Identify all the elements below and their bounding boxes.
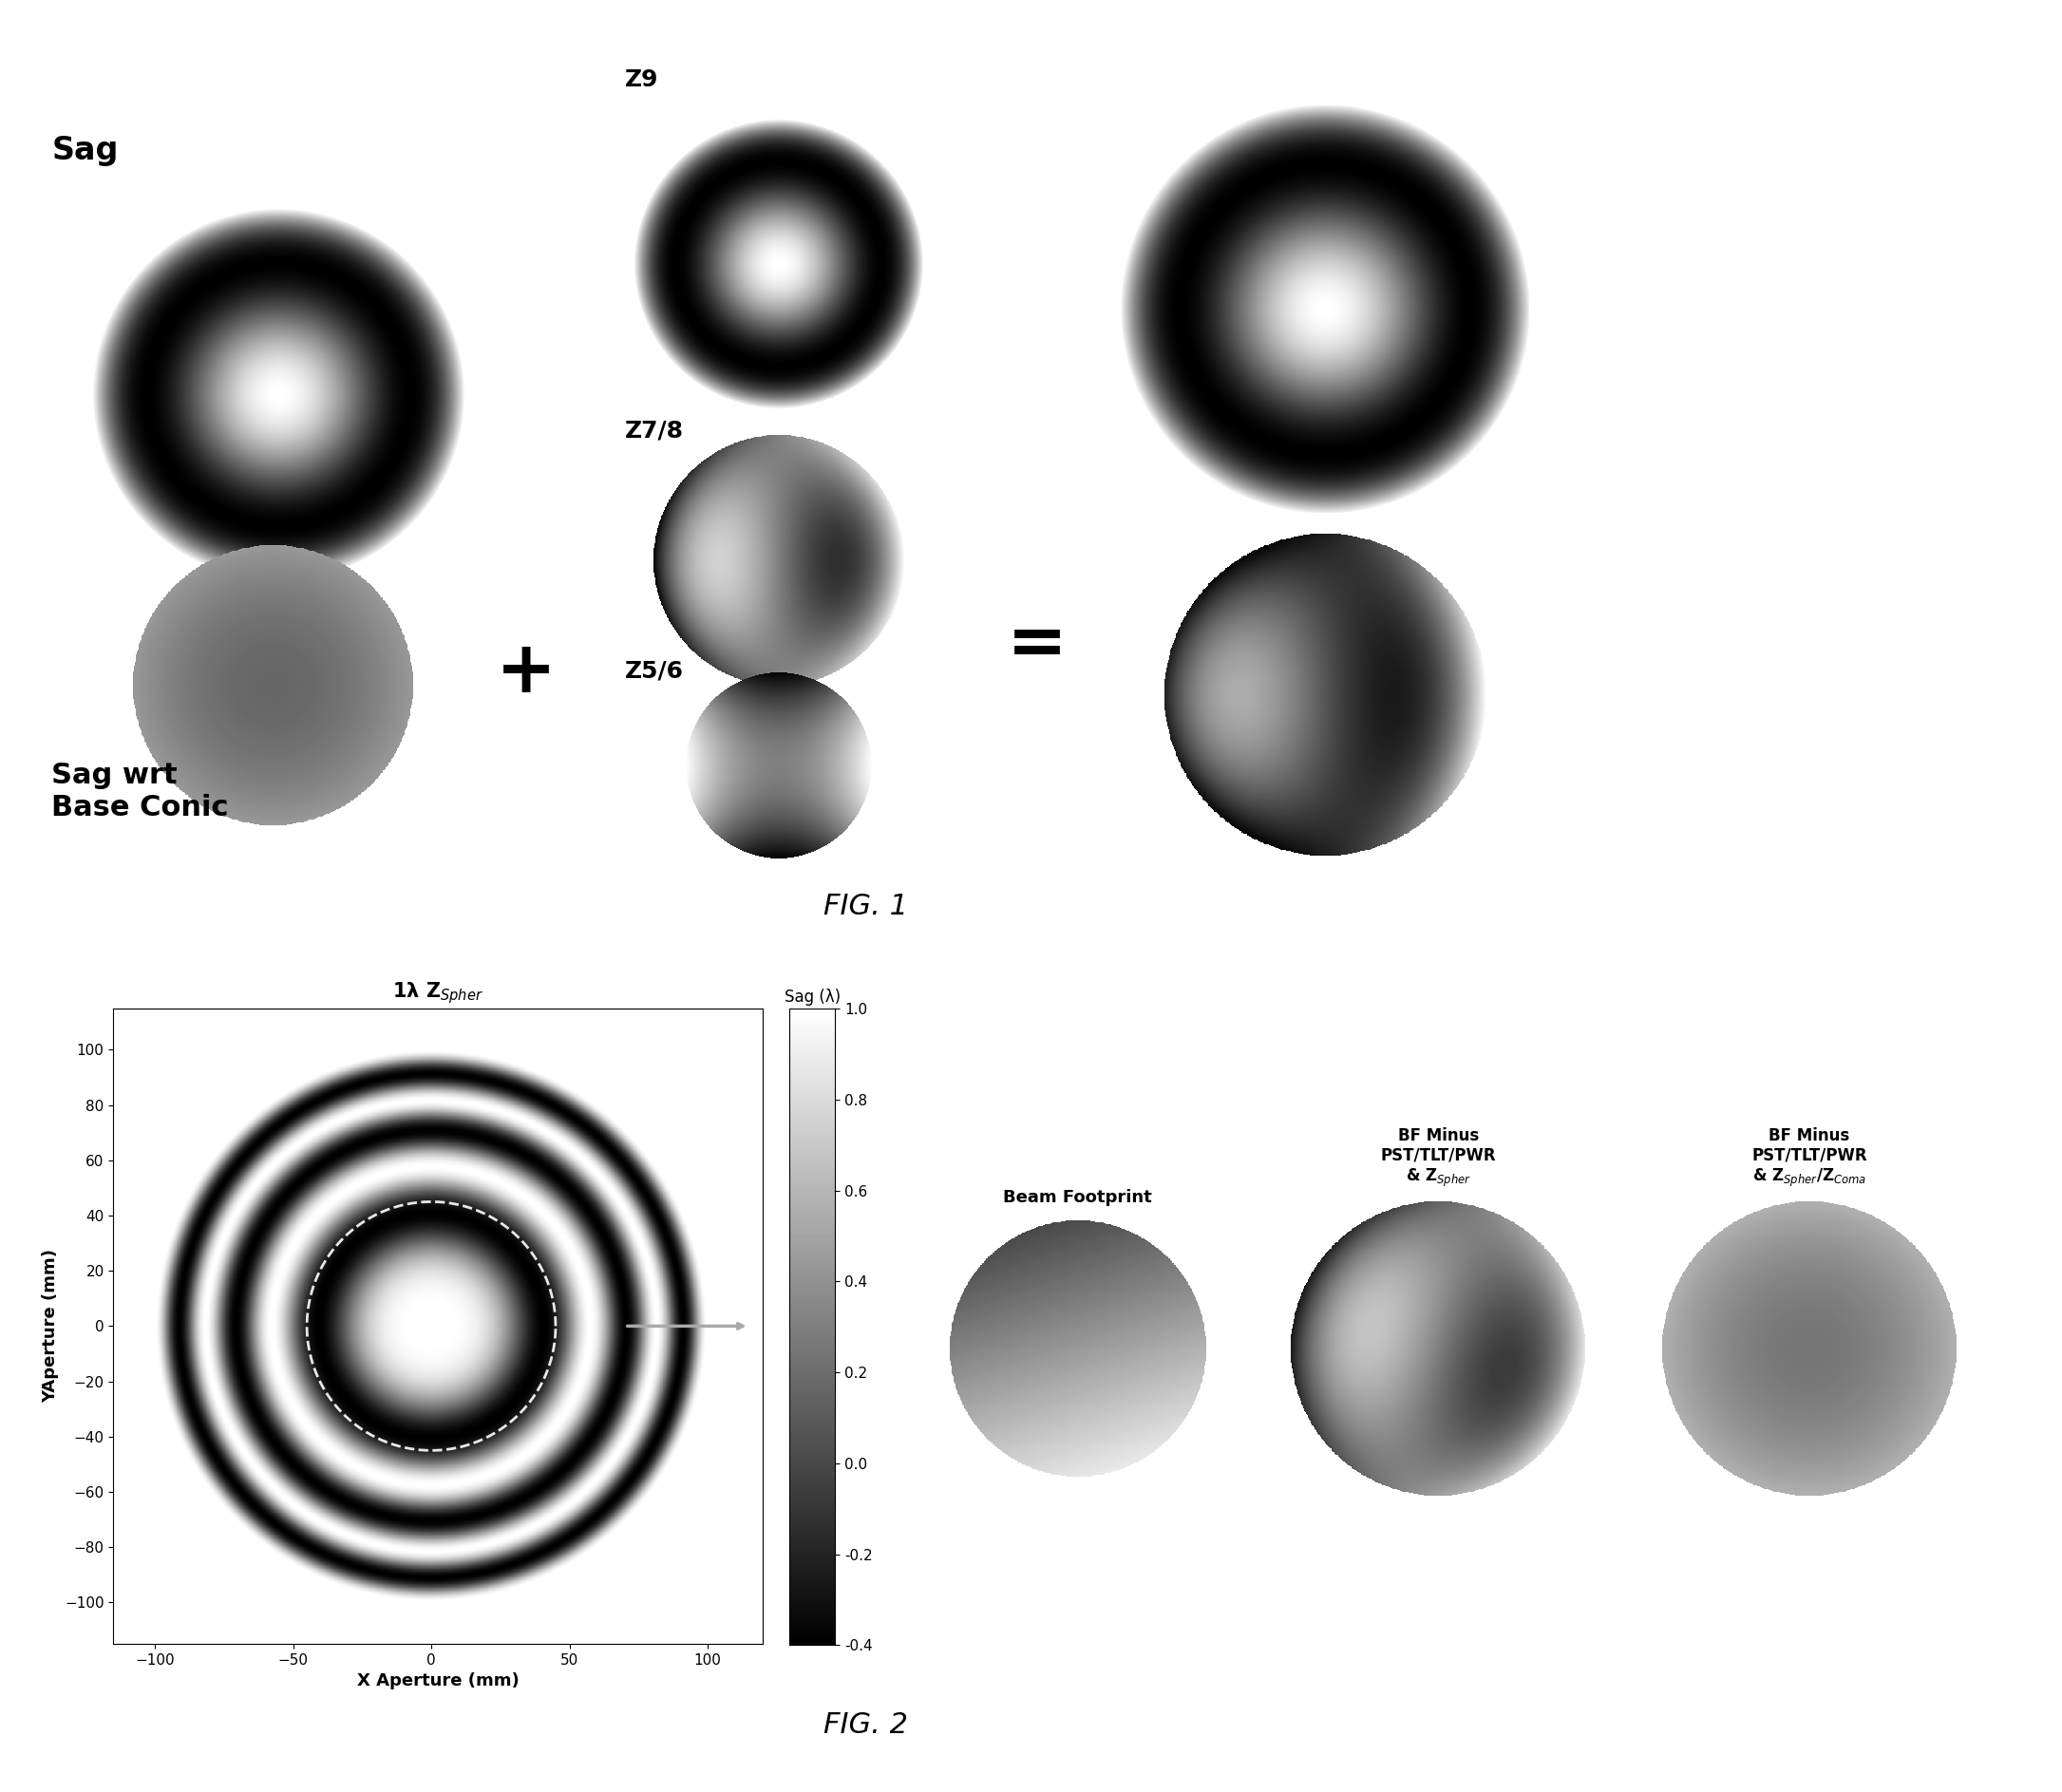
Text: FIG. 1: FIG. 1 — [825, 892, 907, 919]
Title: Beam Footprint: Beam Footprint — [1002, 1190, 1153, 1206]
Text: Z5/6: Z5/6 — [625, 659, 685, 683]
Y-axis label: YAperture (mm): YAperture (mm) — [41, 1249, 60, 1403]
Text: FIG. 2: FIG. 2 — [825, 1711, 907, 1738]
Title: BF Minus
PST/TLT/PWR
& Z$_{Spher}$: BF Minus PST/TLT/PWR & Z$_{Spher}$ — [1379, 1127, 1497, 1188]
Text: +: + — [495, 636, 557, 708]
Text: Z9: Z9 — [625, 68, 658, 91]
Text: =: = — [1006, 609, 1068, 681]
Title: 1λ Z$_{Spher}$: 1λ Z$_{Spher}$ — [392, 980, 485, 1005]
Text: Sag wrt
Base Conic: Sag wrt Base Conic — [52, 762, 229, 821]
X-axis label: X Aperture (mm): X Aperture (mm) — [357, 1672, 520, 1690]
Text: Z7/8: Z7/8 — [625, 419, 685, 443]
Title: BF Minus
PST/TLT/PWR
& Z$_{Spher}$/Z$_{Coma}$: BF Minus PST/TLT/PWR & Z$_{Spher}$/Z$_{C… — [1751, 1127, 1868, 1188]
Text: Sag: Sag — [52, 134, 118, 165]
Title: Sag (λ): Sag (λ) — [784, 989, 841, 1005]
